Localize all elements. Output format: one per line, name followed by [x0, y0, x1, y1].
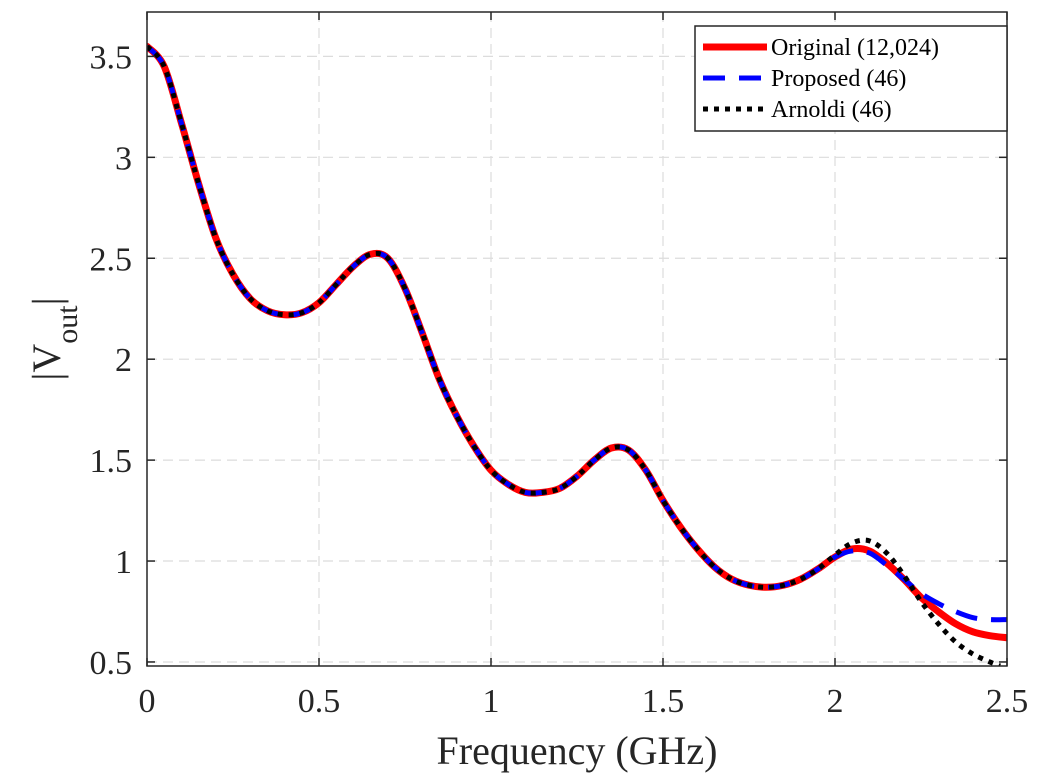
- x-tick-label: 1.5: [642, 683, 685, 720]
- legend: Original (12,024) Proposed (46) Arnoldi (4…: [694, 25, 1008, 132]
- y-tick-label: 3: [115, 140, 132, 177]
- axis-ticks: 0 0.5 1 1.5 2 2.50.511.522.533.5: [90, 12, 1029, 720]
- y-axis-label-subscript: out: [51, 305, 84, 344]
- legend-label-3: Arnoldi (46): [771, 97, 892, 123]
- plot-area: [147, 42, 1007, 666]
- y-axis-label-base: |V: [24, 344, 69, 381]
- x-axis-label: Frequency (GHz): [437, 728, 718, 773]
- axes-frame: [146, 11, 1008, 667]
- x-tick-label: 2: [827, 683, 844, 720]
- y-tick-label: 1.5: [90, 443, 133, 480]
- series-line-3: [147, 44, 1002, 666]
- y-tick-label: 0.5: [90, 645, 133, 682]
- y-tick-label: 2: [115, 342, 132, 379]
- y-axis-label-end: |: [24, 297, 69, 305]
- x-tick-label: 0: [139, 683, 156, 720]
- y-tick-label: 3.5: [90, 39, 133, 76]
- x-tick-label: 1: [483, 683, 500, 720]
- legend-label-1: Original (12,024): [771, 35, 939, 61]
- y-tick-label: 1: [115, 544, 132, 581]
- series-line-2: [147, 44, 1007, 623]
- y-axis-label: |Vout|: [24, 297, 84, 380]
- x-tick-label: 2.5: [986, 683, 1029, 720]
- legend-label-2: Proposed (46): [771, 66, 906, 92]
- y-tick-label: 2.5: [90, 241, 133, 278]
- x-tick-label: 0.5: [298, 683, 341, 720]
